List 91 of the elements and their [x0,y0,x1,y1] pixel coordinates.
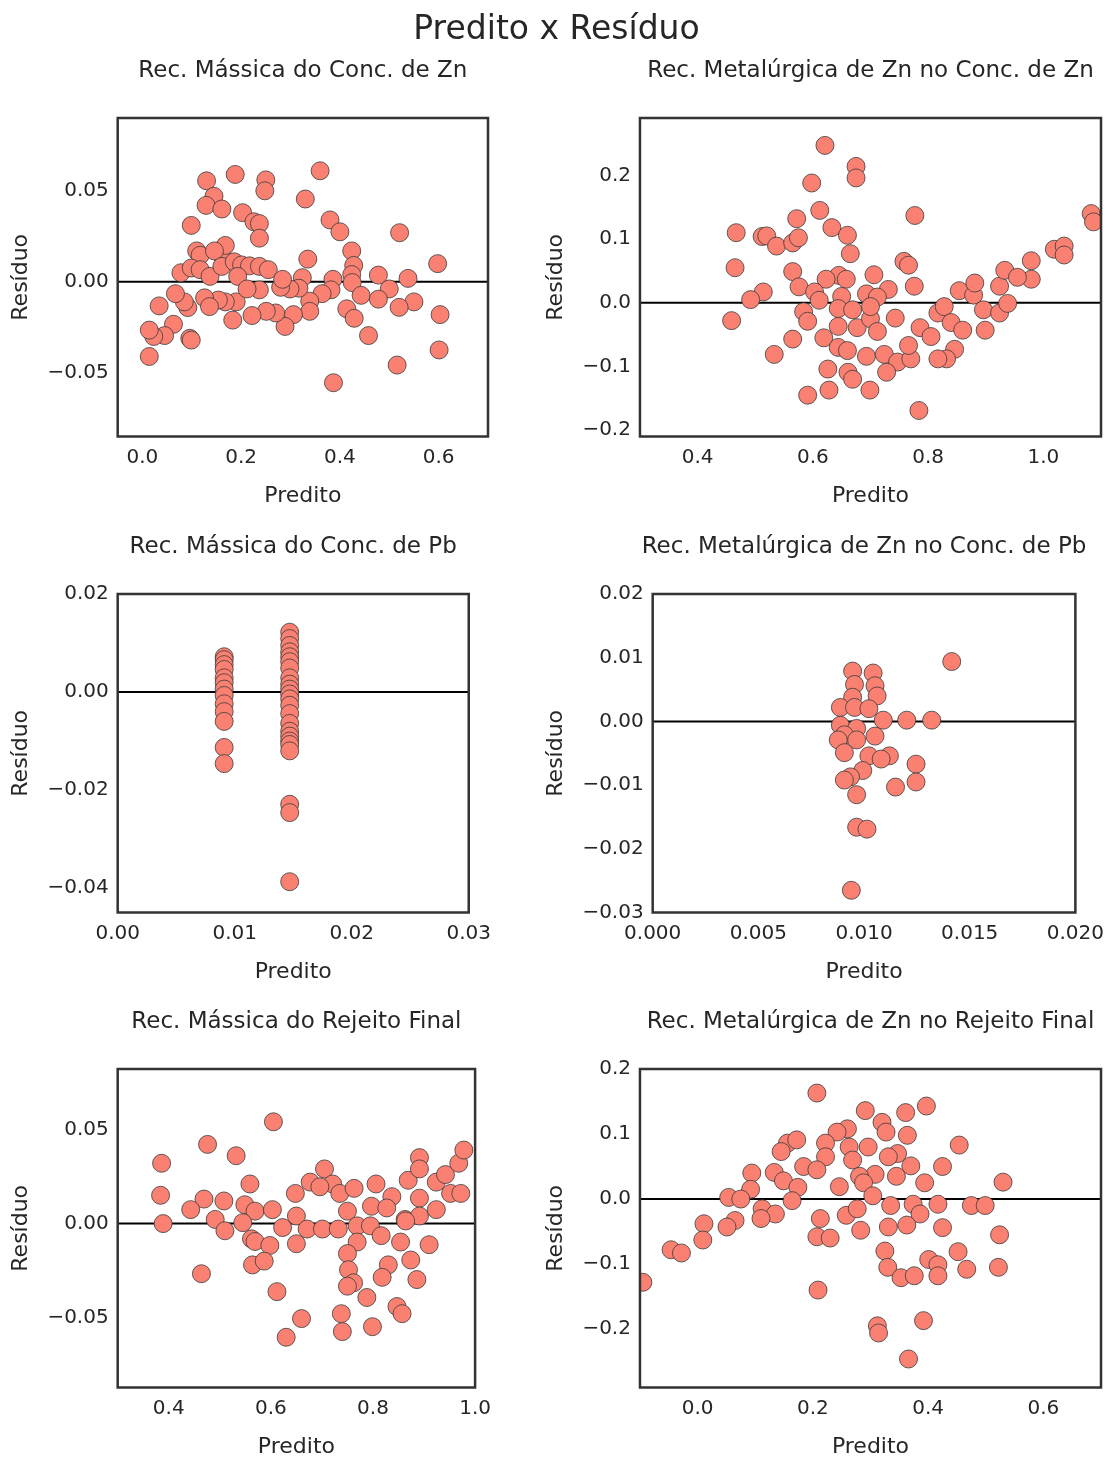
y-tick-label: 0.05 [64,177,109,202]
x-axis-title: Predito [825,957,903,983]
x-tick-label: 0.4 [912,1394,945,1419]
point [871,749,891,769]
x-axis-title: Predito [254,957,332,983]
text: Predito x Resíduo [412,8,701,47]
point [897,710,917,730]
point [214,754,234,773]
y-tick-label: −0.02 [582,835,644,860]
y-tick-label: −0.1 [582,1250,631,1275]
point [847,785,867,805]
y-tick-label: −0.05 [47,359,109,384]
y-tick-label: 0.00 [64,268,109,293]
x-tick-label: 1.0 [1027,443,1060,468]
point [886,777,905,797]
point [841,880,861,900]
point [922,710,942,730]
point [834,743,854,763]
point [857,819,877,839]
point [847,730,867,750]
y-tick-label: −0.2 [582,1315,631,1340]
point [865,726,885,746]
point [906,772,926,792]
x-tick-label: 0.4 [152,1394,185,1419]
y-axis-title: Resíduo [6,1184,32,1272]
y-tick-label: −0.02 [47,776,109,801]
y-tick-label: 0.2 [599,161,631,186]
x-tick-label: 0.0 [126,443,159,468]
point [214,738,234,757]
x-tick-label: 0.6 [254,1394,287,1419]
point [280,872,300,892]
x-tick-label: 0.020 [1046,919,1104,944]
point [873,710,893,730]
x-tick-label: 0.8 [357,1394,389,1419]
y-tick-label: 0.1 [599,225,631,250]
x-tick-label: 0.8 [912,443,945,468]
chart-title: Rec. Metalúrgica de Zn no Rejeito Final [646,1007,1095,1033]
y-tick-label: 0.01 [599,643,644,668]
y-axis-title: Resíduo [6,233,32,321]
y-axis-title: Resíduo [6,709,32,797]
x-tick-label: 0.4 [681,443,714,468]
x-tick-label: 0.010 [835,919,893,944]
chart-title: Rec. Mássica do Conc. de Zn [138,56,468,82]
point [280,803,300,823]
chart-title: Rec. Metalúrgica de Zn no Conc. de Zn [647,56,1094,82]
x-tick-label: 0.6 [422,443,455,468]
point [859,699,879,719]
y-tick-label: 0.1 [599,1120,631,1145]
point [834,770,854,790]
x-tick-label: 0.6 [1027,1394,1060,1419]
point [867,686,887,706]
chart-title: Rec. Mássica do Rejeito Final [131,1007,462,1033]
x-tick-label: 0.00 [95,919,140,944]
point [942,652,962,671]
y-tick-label: −0.05 [47,1304,109,1329]
y-tick-label: 0.00 [64,1209,109,1234]
y-tick-label: −0.2 [582,416,631,441]
x-tick-label: 0.0 [681,1394,714,1419]
x-tick-label: 0.6 [796,443,829,468]
y-axis-title: Resíduo [541,709,567,797]
point [280,741,300,761]
x-tick-label: 0.02 [329,919,374,944]
point [906,754,926,774]
chart-title: Rec. Metalúrgica de Zn no Conc. de Pb [641,532,1087,558]
chart-title: Rec. Mássica do Conc. de Pb [129,532,457,558]
y-tick-label: 0.02 [599,580,644,605]
point [214,712,234,731]
x-axis-title: Predito [264,481,342,507]
x-tick-label: 0.01 [212,919,257,944]
x-tick-label: 0.2 [796,1394,829,1419]
x-tick-label: 0.4 [323,443,356,468]
x-axis-title: Predito [831,1432,910,1458]
x-tick-label: 0.03 [446,919,491,944]
y-tick-label: 0.00 [599,707,644,732]
y-tick-label: 0.2 [599,1055,631,1080]
y-axis-title: Resíduo [541,233,567,321]
y-tick-label: −0.04 [47,874,109,899]
x-tick-label: 0.2 [225,443,258,468]
y-axis-title: Resíduo [541,1184,567,1272]
x-tick-label: 0.005 [729,919,787,944]
x-tick-label: 0.015 [941,919,999,944]
y-tick-label: 0.0 [599,288,631,313]
y-tick-label: 0.02 [64,580,109,605]
y-tick-label: 0.00 [64,678,109,703]
y-tick-label: 0.05 [64,1115,109,1140]
y-tick-label: 0.0 [599,1185,631,1210]
y-tick-label: −0.1 [582,352,631,377]
y-tick-label: −0.01 [582,771,644,796]
x-axis-title: Predito [831,481,910,507]
x-axis-title: Predito [257,1432,335,1458]
x-tick-label: 1.0 [459,1394,491,1419]
